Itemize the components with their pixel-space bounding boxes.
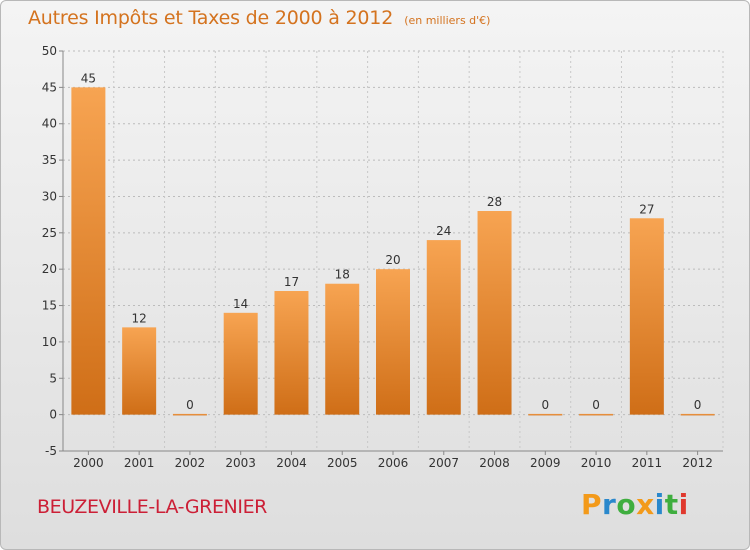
x-tick-label-2011: 2011 (632, 456, 663, 470)
bar-2007 (426, 240, 461, 415)
bar-2003 (223, 312, 258, 415)
brand-letter: o (616, 488, 637, 521)
bars (71, 87, 715, 416)
y-tick-label: 20 (42, 262, 57, 276)
x-tick-label-2001: 2001 (124, 456, 155, 470)
brand-letter: i (678, 488, 689, 521)
value-label-2010: 0 (592, 398, 600, 412)
brand-letter: i (654, 488, 665, 521)
bar-2001 (122, 327, 157, 415)
proxiti-logo: Proxiti (581, 488, 689, 521)
value-label-2001: 12 (132, 311, 147, 325)
y-tick-label: 5 (49, 371, 57, 385)
title-row: Autres Impôts et Taxes de 2000 à 2012 (e… (28, 7, 490, 29)
y-tick-label: 15 (42, 299, 57, 313)
chart-title: Autres Impôts et Taxes de 2000 à 2012 (28, 7, 394, 29)
value-label-2002: 0 (186, 398, 194, 412)
x-tick-label-2007: 2007 (428, 456, 459, 470)
bar-2000 (71, 87, 106, 415)
bar-2012 (680, 413, 715, 416)
x-tick-label-2008: 2008 (479, 456, 510, 470)
x-tick-label-2002: 2002 (175, 456, 206, 470)
bar-2011 (629, 218, 664, 415)
x-tick-label-2003: 2003 (225, 456, 256, 470)
value-label-2006: 20 (385, 253, 400, 267)
brand-letter: P (581, 488, 603, 521)
x-tick-label-2004: 2004 (276, 456, 307, 470)
value-label-2003: 14 (233, 297, 248, 311)
value-label-2012: 0 (694, 398, 702, 412)
x-tick-label-2010: 2010 (581, 456, 612, 470)
value-label-2000: 45 (81, 71, 96, 85)
brand-letter: t (664, 488, 679, 521)
value-label-2005: 18 (335, 268, 350, 282)
y-tick-label: 45 (42, 80, 57, 94)
y-tick-label: 25 (42, 226, 57, 240)
value-label-2011: 27 (639, 202, 654, 216)
y-tick-label: 30 (42, 189, 57, 203)
x-tick-label-2012: 2012 (682, 456, 713, 470)
y-tick-label: 40 (42, 117, 57, 131)
brand-letter: x (636, 488, 655, 521)
value-label-2008: 28 (487, 195, 502, 209)
y-tick-label: 50 (42, 44, 57, 58)
x-tick-label-2000: 2000 (73, 456, 104, 470)
x-tick-label-2006: 2006 (378, 456, 409, 470)
x-tick-label-2005: 2005 (327, 456, 358, 470)
axes (59, 50, 723, 455)
bar-2004 (274, 291, 309, 415)
labels: -505101520253035404550452000122001020021… (42, 44, 713, 470)
bar-2002 (172, 413, 207, 416)
value-label-2009: 0 (541, 398, 549, 412)
y-tick-label: 35 (42, 153, 57, 167)
bar-2005 (325, 283, 360, 415)
commune-name: BEUZEVILLE-LA-GRENIER (37, 496, 267, 518)
value-label-2007: 24 (436, 224, 451, 238)
bar-2010 (579, 413, 614, 416)
x-tick-label-2009: 2009 (530, 456, 561, 470)
y-tick-label: 10 (42, 335, 57, 349)
brand-letter: r (602, 488, 617, 521)
value-label-2004: 17 (284, 275, 299, 289)
bar-2006 (376, 269, 410, 415)
bar-2009 (528, 413, 563, 416)
y-tick-label: -5 (45, 444, 57, 458)
y-tick-label: 0 (49, 408, 57, 422)
chart-unit-label: (en milliers d'€) (404, 14, 491, 27)
bar-2008 (477, 211, 512, 415)
